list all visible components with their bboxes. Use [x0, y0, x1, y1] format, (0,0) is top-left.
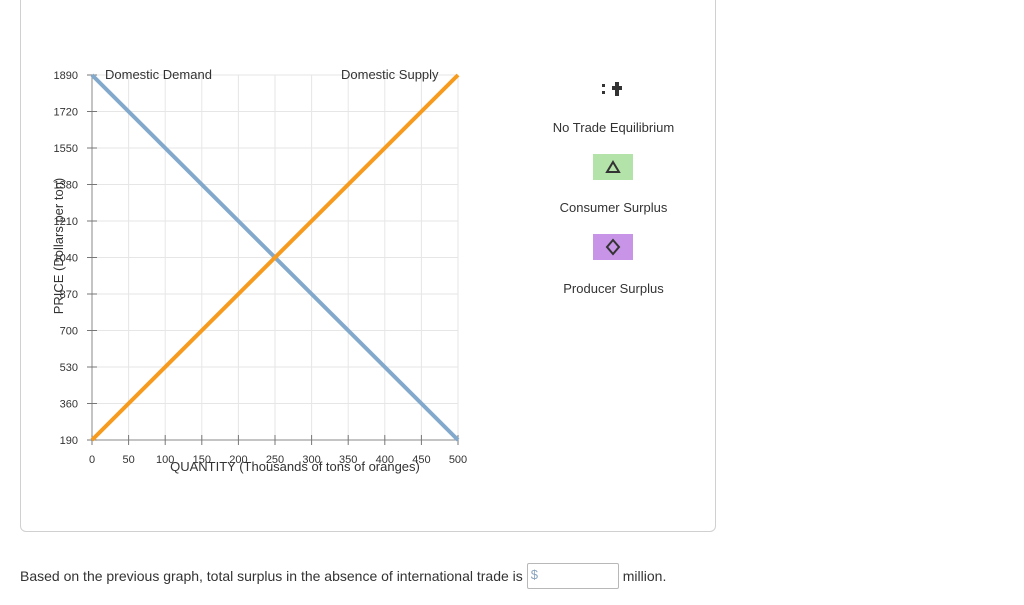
y-tick-label: 1040 [54, 253, 78, 265]
x-tick-label: 200 [229, 454, 247, 466]
total-surplus-input[interactable] [541, 565, 616, 587]
y-tick-label: 1380 [54, 180, 78, 192]
legend-label-producer-surplus: Producer Surplus [563, 281, 664, 296]
plus-marker-icon[interactable] [593, 76, 633, 102]
x-tick-label: 50 [122, 454, 134, 466]
y-tick-label: 1890 [54, 70, 78, 82]
diamond-icon[interactable] [593, 234, 633, 260]
y-tick-label: 870 [60, 289, 78, 301]
y-tick-label: 700 [60, 326, 78, 338]
supply-label[interactable]: Domestic Supply [341, 67, 439, 82]
x-tick-label: 150 [193, 454, 211, 466]
chart: 190 360 530 700 870 1040 1210 1380 1550 1720 1890 0… [54, 70, 468, 466]
triangle-icon[interactable] [593, 154, 633, 180]
x-tick-label: 500 [449, 454, 467, 466]
x-axis-label: QUANTITY (Thousands of tons of oranges) [170, 459, 420, 474]
y-tick-label: 530 [60, 362, 78, 374]
y-tick-label: 360 [60, 399, 78, 411]
graph-panel: 190 360 530 700 870 1040 1210 1380 1550 1720 1890 0… [20, 0, 716, 532]
x-tick-label: 100 [156, 454, 174, 466]
y-tick-label: 1550 [54, 143, 78, 155]
y-axis-label: PRICE (Dollars per ton) [51, 177, 66, 315]
x-tick-label: 450 [412, 454, 430, 466]
dollar-sign: $ [530, 567, 538, 582]
y-tick-label: 1210 [54, 216, 78, 228]
total-surplus-field[interactable]: $ [526, 563, 619, 589]
x-tick-label: 300 [302, 454, 320, 466]
legend-label-consumer-surplus: Consumer Surplus [559, 200, 668, 215]
demand-label[interactable]: Domestic Demand [105, 67, 212, 82]
y-tick-label: 1720 [54, 107, 78, 119]
y-tick-label: 190 [60, 435, 78, 447]
x-tick-label: 0 [89, 454, 95, 466]
legend-label-no-trade-equilibrium: No Trade Equilibrium [552, 120, 675, 135]
x-tick-label: 350 [339, 454, 357, 466]
question-text: Based on the previous graph, total surpl… [20, 568, 523, 584]
supply-line[interactable] [90, 73, 460, 442]
question-suffix: million. [622, 568, 667, 584]
x-tick-label: 250 [266, 454, 284, 466]
x-tick-label: 400 [376, 454, 394, 466]
question-row: Based on the previous graph, total surpl… [20, 563, 666, 589]
